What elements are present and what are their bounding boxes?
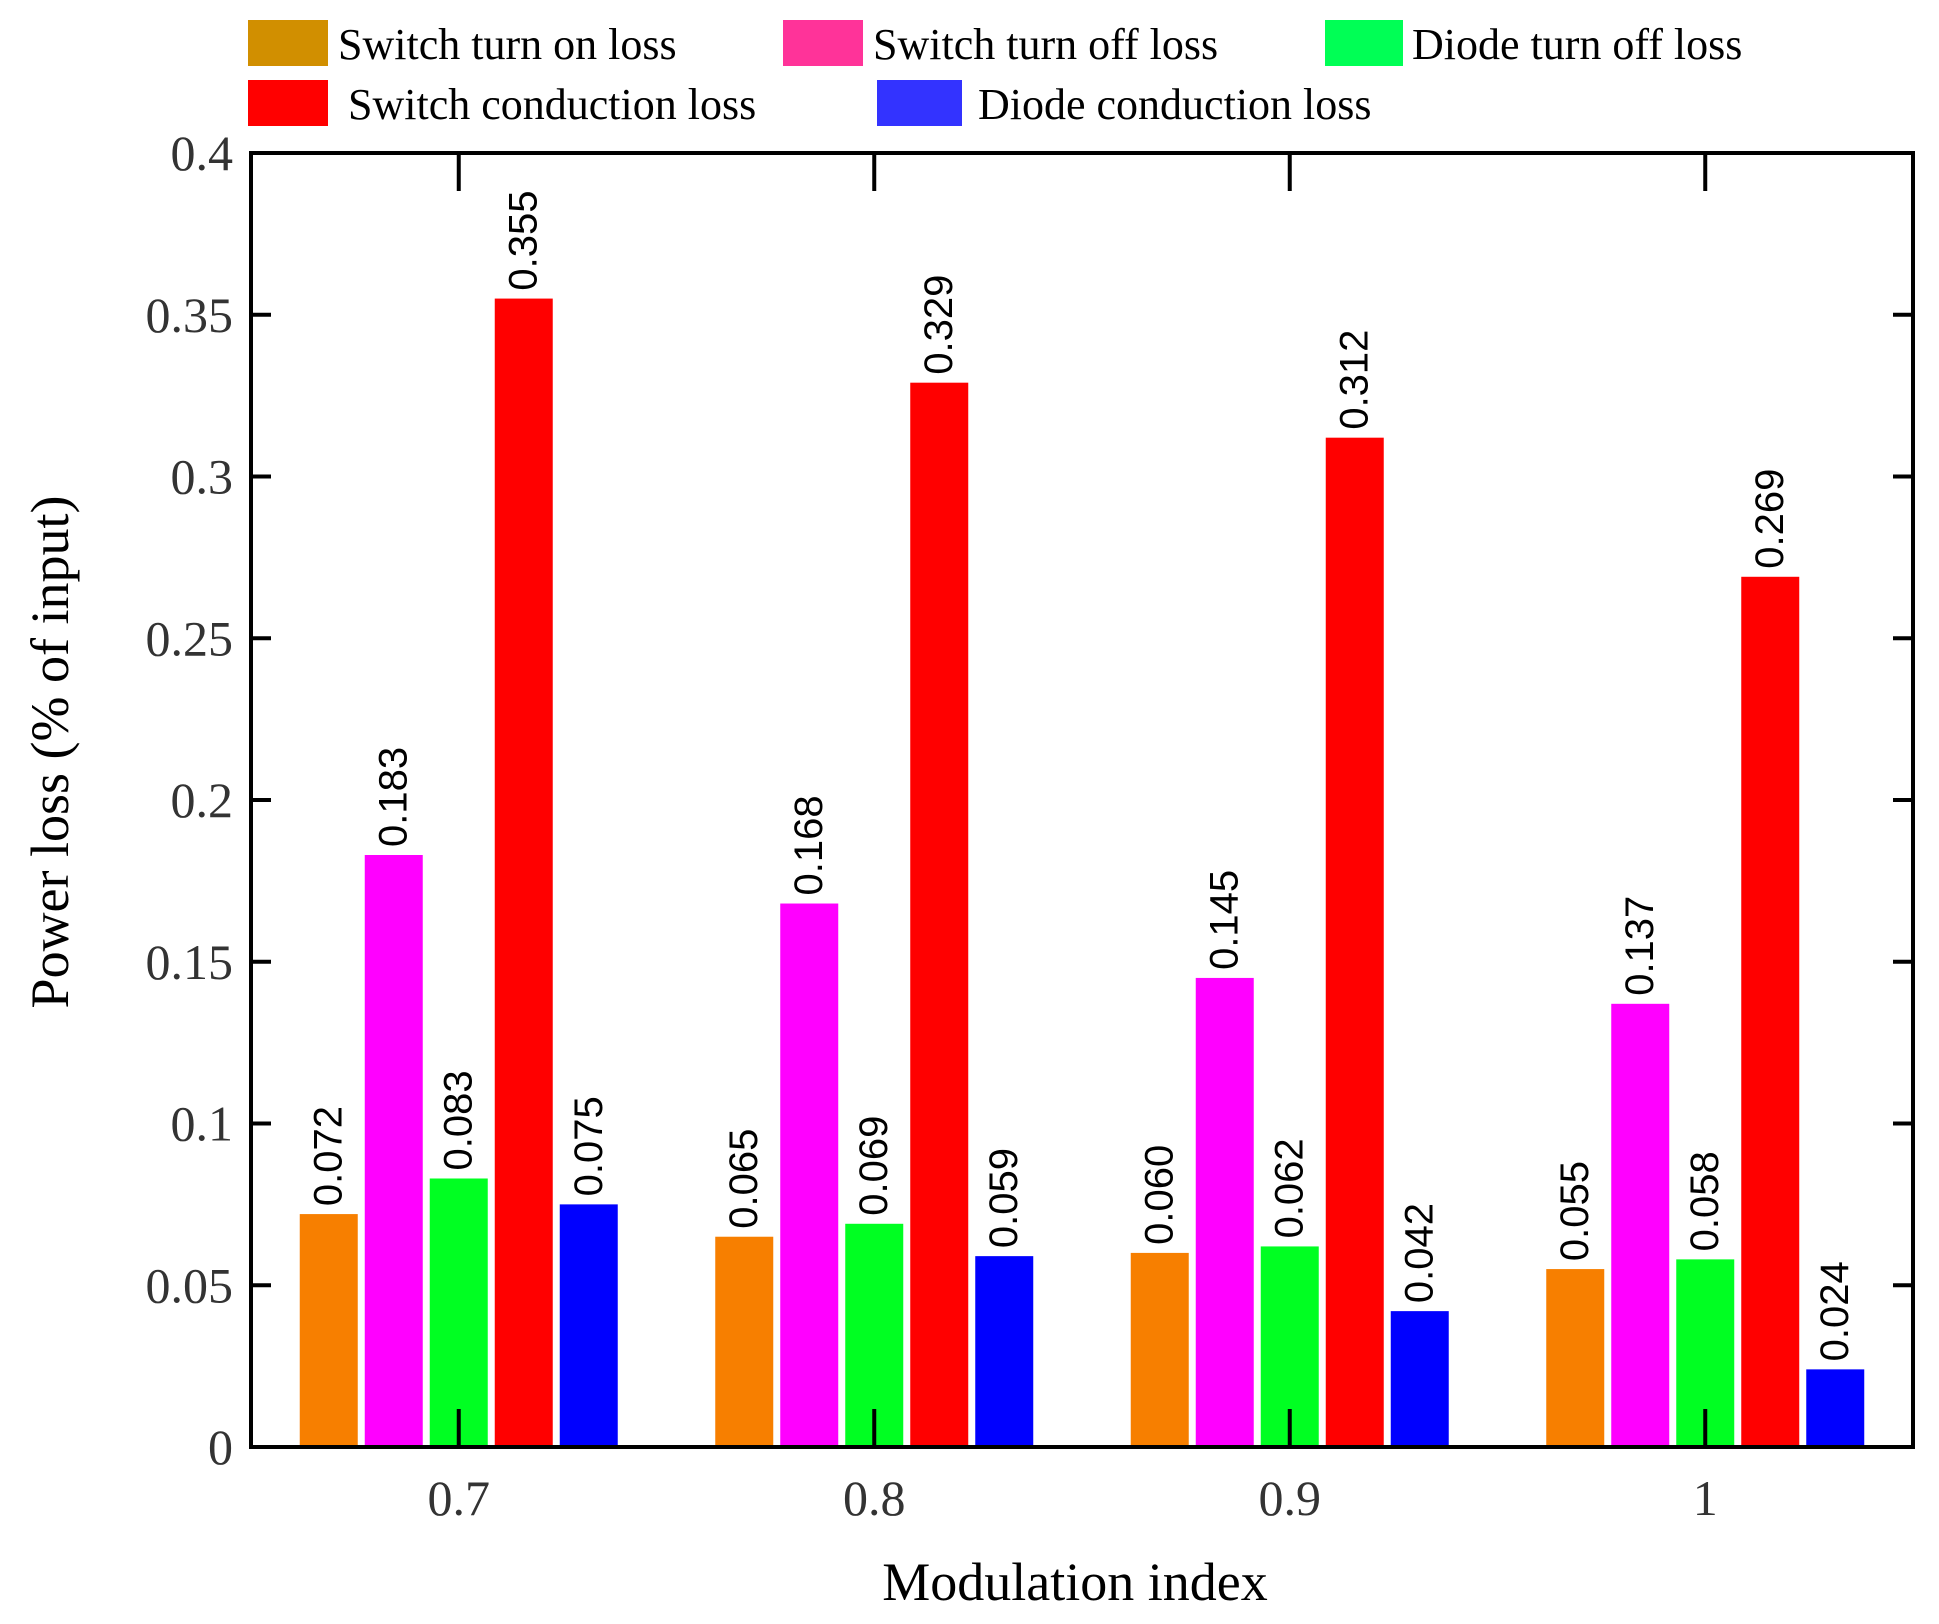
bar — [780, 903, 839, 1447]
data-label: 0.137 — [1618, 896, 1662, 996]
data-label: 0.269 — [1748, 469, 1792, 569]
bars-group — [299, 298, 1865, 1448]
legend-swatch — [248, 20, 328, 66]
bar — [559, 1204, 618, 1447]
bar — [1546, 1269, 1605, 1447]
legend-label: Switch turn off loss — [873, 20, 1218, 69]
y-tick-label: 0.3 — [171, 449, 234, 505]
bar — [1195, 977, 1254, 1447]
data-label: 0.024 — [1813, 1261, 1857, 1361]
bar — [364, 854, 423, 1447]
x-axis-title: Modulation index — [882, 1552, 1267, 1612]
y-tick-label: 0.2 — [171, 772, 234, 828]
bar — [1325, 437, 1384, 1447]
data-label: 0.312 — [1333, 330, 1377, 430]
data-label: 0.062 — [1268, 1138, 1312, 1238]
data-label: 0.055 — [1553, 1161, 1597, 1261]
data-label: 0.168 — [787, 795, 831, 895]
y-tick-label: 0.1 — [171, 1096, 234, 1152]
legend-swatch — [248, 80, 328, 126]
data-label: 0.060 — [1138, 1145, 1182, 1245]
bar — [299, 1214, 358, 1447]
data-label: 0.329 — [917, 275, 961, 375]
legend-swatch — [1325, 20, 1403, 66]
axes-group: 0 0.05 0.1 0.15 0.2 0.25 0.3 0.35 0.4 0.7 0.8 0.9 1 — [146, 125, 1915, 1526]
bar — [1130, 1252, 1189, 1447]
bar-labels-group: 0.072 0.183 0.083 0.355 0.075 0.065 0.168 0.069… — [307, 190, 1858, 1361]
y-tick-label: 0.05 — [146, 1257, 234, 1313]
y-tick-label: 0.25 — [146, 610, 234, 666]
data-label: 0.145 — [1203, 870, 1247, 970]
data-label: 0.183 — [372, 747, 416, 847]
bar — [429, 1178, 488, 1447]
data-label: 0.075 — [567, 1096, 611, 1196]
bar — [910, 382, 969, 1447]
bar — [1741, 576, 1800, 1447]
y-tick-label: 0.4 — [171, 125, 234, 181]
x-tick-label: 0.8 — [843, 1470, 906, 1526]
bar — [975, 1256, 1034, 1447]
legend-label: Switch turn on loss — [338, 20, 677, 69]
y-tick-label: 0 — [208, 1419, 233, 1475]
legend: Switch turn on loss Switch turn off loss D… — [248, 20, 1742, 129]
x-tick-label: 0.9 — [1259, 1470, 1322, 1526]
data-label: 0.069 — [852, 1116, 896, 1216]
x-tick-label: 1 — [1693, 1470, 1718, 1526]
data-label: 0.058 — [1683, 1151, 1727, 1251]
legend-label: Switch conduction loss — [348, 80, 756, 129]
data-label: 0.072 — [307, 1106, 351, 1206]
y-tick-label: 0.35 — [146, 287, 234, 343]
data-label: 0.355 — [502, 190, 546, 290]
legend-label: Diode conduction loss — [978, 80, 1372, 129]
bar — [715, 1236, 774, 1447]
bar — [1611, 1003, 1670, 1447]
x-tick-label: 0.7 — [428, 1470, 491, 1526]
data-label: 0.059 — [982, 1148, 1026, 1248]
data-label: 0.042 — [1398, 1203, 1442, 1303]
bar — [1390, 1311, 1449, 1447]
data-label: 0.065 — [722, 1129, 766, 1229]
legend-label: Diode turn off loss — [1412, 20, 1742, 69]
y-axis-title: Power loss (% of input) — [20, 496, 80, 1009]
legend-swatch — [877, 80, 962, 126]
data-label: 0.083 — [437, 1070, 481, 1170]
legend-swatch — [783, 20, 863, 66]
bar — [1806, 1369, 1865, 1447]
bar — [494, 298, 553, 1448]
y-tick-label: 0.15 — [146, 934, 234, 990]
